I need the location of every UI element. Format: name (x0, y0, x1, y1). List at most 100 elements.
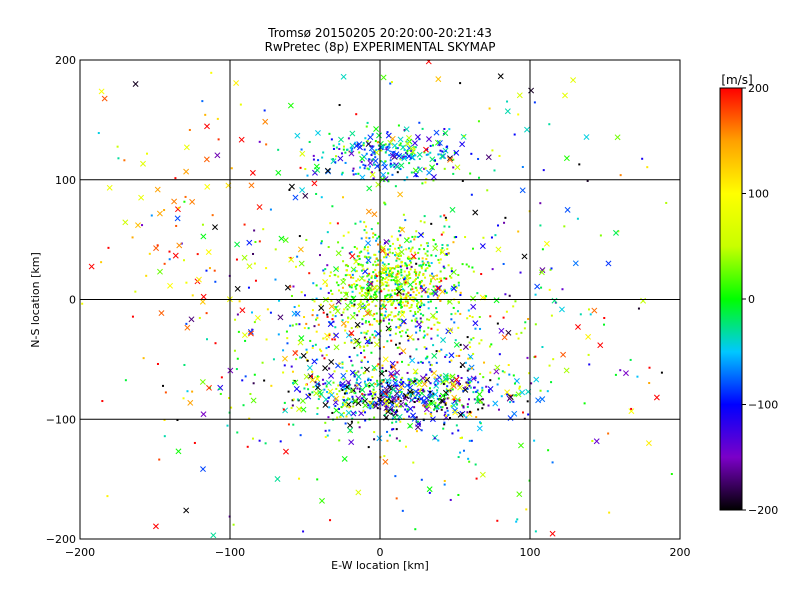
scatter-point (507, 364, 510, 367)
scatter-point (368, 237, 371, 240)
scatter-point (525, 508, 528, 511)
scatter-point (327, 291, 330, 294)
scatter-point (399, 265, 402, 268)
scatter-point (340, 314, 343, 317)
scatter-point (434, 401, 437, 404)
scatter-point (394, 315, 397, 318)
scatter-point-x (457, 384, 464, 391)
scatter-point-x (200, 233, 207, 240)
scatter-point (450, 318, 453, 321)
scatter-point (372, 232, 375, 235)
scatter-point-x (299, 397, 306, 404)
scatter-point (334, 155, 337, 158)
scatter-point (484, 296, 487, 299)
scatter-point (513, 394, 516, 397)
scatter-point (369, 281, 372, 284)
scatter-point-x (345, 409, 352, 416)
scatter-point (399, 158, 402, 161)
scatter-point (183, 363, 186, 366)
scatter-point-x (292, 194, 299, 201)
scatter-point (376, 383, 379, 386)
scatter-point (457, 284, 460, 287)
scatter-point (398, 288, 401, 291)
scatter-point-x (431, 352, 438, 359)
scatter-point (394, 279, 397, 282)
scatter-point (350, 327, 353, 330)
scatter-point-x (433, 403, 440, 410)
scatter-point (418, 326, 421, 329)
scatter-point (314, 343, 317, 346)
scatter-point (373, 291, 376, 294)
scatter-point (508, 373, 511, 376)
scatter-point (503, 221, 506, 224)
scatter-point-x (302, 192, 309, 199)
scatter-point (409, 277, 412, 280)
scatter-point (459, 82, 462, 85)
scatter-point (383, 256, 386, 259)
scatter-point (384, 203, 387, 206)
scatter-point (226, 424, 229, 427)
scatter-point-x (442, 130, 449, 137)
scatter-point (435, 361, 438, 364)
scatter-point (398, 244, 401, 247)
scatter-point (457, 382, 460, 385)
scatter-point (422, 390, 425, 393)
scatter-point (413, 377, 416, 380)
scatter-point (365, 337, 368, 340)
colorbar (719, 87, 743, 511)
scatter-point-x (365, 240, 372, 247)
scatter-point (445, 277, 448, 280)
scatter-point (324, 429, 327, 432)
scatter-point (375, 312, 378, 315)
scatter-point (400, 300, 403, 303)
scatter-point (468, 439, 471, 442)
scatter-point (343, 388, 346, 391)
scatter-point-x (434, 285, 441, 292)
scatter-point-x (297, 339, 304, 346)
scatter-point (367, 377, 370, 380)
scatter-point (413, 238, 416, 241)
scatter-point (344, 325, 347, 328)
scatter-point-x (294, 132, 301, 139)
scatter-point (338, 147, 341, 150)
scatter-point (370, 341, 373, 344)
scatter-point-x (436, 140, 443, 146)
scatter-point (330, 138, 333, 141)
scatter-point (445, 402, 448, 405)
scatter-point (453, 151, 456, 154)
scatter-point-x (88, 263, 95, 270)
scatter-point (158, 458, 161, 461)
scatter-point (430, 400, 433, 403)
x-axis-ticks: −200 −100 0 100 200 (65, 546, 691, 559)
scatter-point (319, 348, 322, 351)
scatter-point (334, 326, 337, 329)
scatter-point (363, 255, 366, 258)
scatter-point-x (384, 146, 391, 153)
scatter-point-x (560, 351, 567, 358)
scatter-point-x (404, 140, 411, 147)
scatter-point (637, 307, 640, 310)
scatter-point (363, 246, 366, 249)
scatter-point (423, 284, 426, 287)
scatter-point (417, 251, 420, 254)
scatter-point-x (365, 208, 372, 215)
scatter-point (347, 397, 350, 400)
scatter-point (237, 330, 240, 333)
scatter-point (365, 152, 368, 155)
scatter-point (505, 310, 508, 313)
scatter-point (404, 219, 407, 222)
scatter-point (371, 333, 374, 336)
scatter-point (308, 272, 311, 275)
scatter-point (334, 315, 337, 318)
scatter-point (414, 396, 417, 399)
scatter-point (317, 159, 320, 162)
scatter-point (412, 380, 415, 383)
scatter-point (350, 302, 353, 305)
scatter-point (415, 293, 418, 296)
scatter-point (351, 273, 354, 276)
scatter-point (263, 109, 266, 112)
scatter-point (291, 404, 294, 407)
scatter-point (449, 275, 452, 278)
scatter-point (366, 299, 369, 302)
scatter-point (416, 299, 419, 302)
